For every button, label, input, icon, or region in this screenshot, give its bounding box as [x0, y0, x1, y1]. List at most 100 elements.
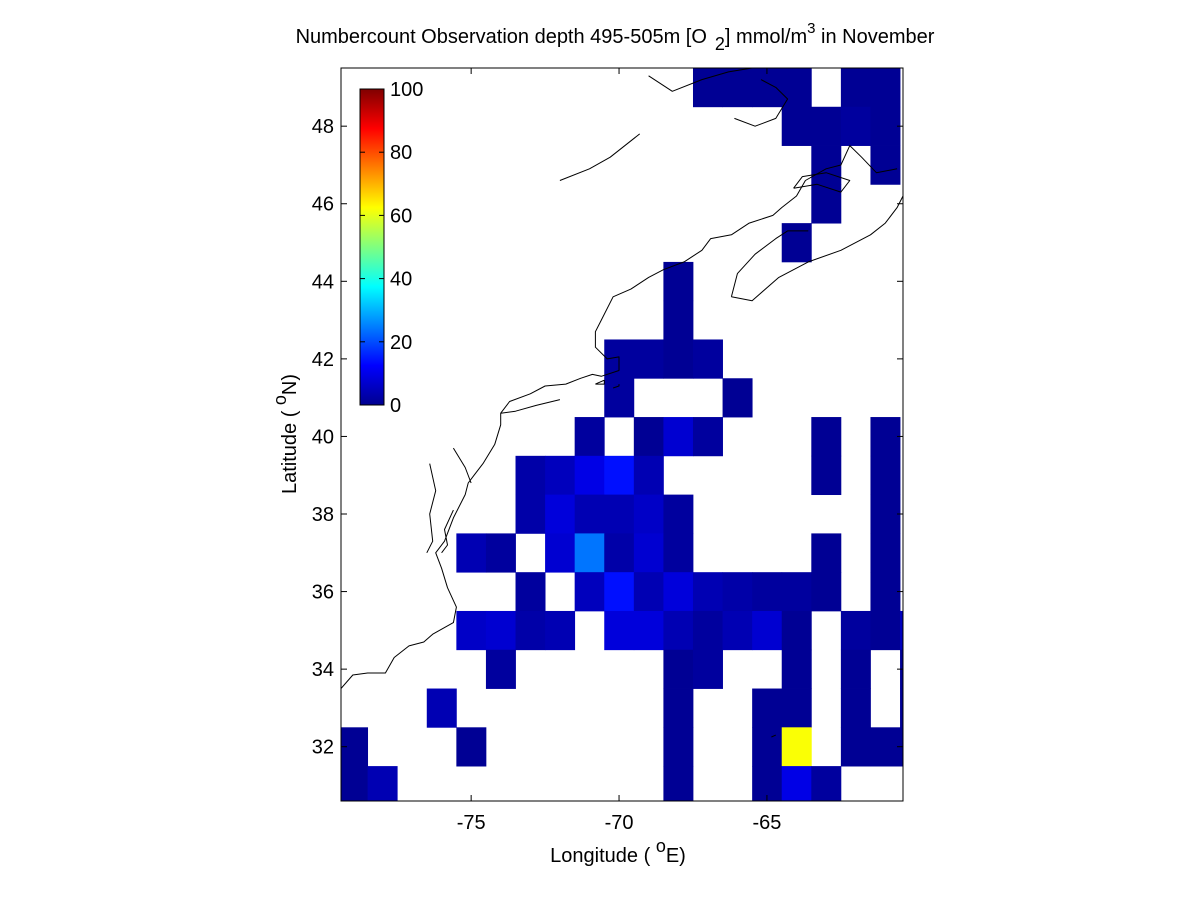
heatmap-cell — [663, 688, 694, 728]
heatmap-cell — [545, 494, 576, 534]
heatmap-cell — [515, 494, 546, 534]
heatmap-cell — [663, 261, 694, 302]
heatmap-cell — [485, 649, 516, 689]
heatmap-cell — [811, 572, 842, 612]
colorbar-tick-label: 80 — [390, 142, 412, 164]
heatmap-cell — [781, 572, 812, 612]
heatmap-cell — [574, 533, 605, 573]
heatmap-cell — [663, 533, 694, 573]
heatmap-cell — [515, 572, 546, 612]
heatmap-cell — [604, 610, 635, 651]
heatmap-cell — [456, 610, 487, 651]
heatmap-cell — [781, 688, 812, 728]
heatmap-cell — [781, 223, 812, 263]
heatmap-cell — [900, 688, 903, 728]
heatmap-cell — [811, 455, 842, 496]
coastline — [426, 463, 437, 554]
heatmap-cell — [663, 339, 694, 379]
heatmap-cell — [870, 417, 901, 457]
heatmap-cell — [663, 417, 694, 457]
coastline — [734, 79, 789, 127]
heatmap-cell — [663, 649, 694, 689]
heatmap-cell — [870, 68, 901, 108]
heatmap-cells — [341, 68, 930, 844]
heatmap-cell — [870, 494, 901, 534]
heatmap-cell — [900, 805, 930, 844]
heatmap-cell — [341, 766, 369, 801]
heatmap-cell — [811, 766, 842, 801]
coastline — [731, 195, 903, 302]
heatmap-cell — [722, 378, 753, 418]
heatmap-cell — [870, 610, 901, 651]
heatmap-cell — [811, 145, 842, 185]
heatmap-cell — [663, 805, 693, 844]
y-tick-label: 48 — [312, 116, 334, 138]
colorbar: 0 20 40 60 80 100 — [359, 79, 423, 417]
heatmap-cell — [781, 727, 812, 767]
heatmap-cell — [663, 766, 694, 801]
heatmap-cell — [840, 106, 871, 146]
colorbar-tick-label: 0 — [390, 395, 401, 417]
y-tick-label: 36 — [312, 582, 334, 604]
heatmap-cell — [781, 766, 812, 801]
heatmap-cell — [692, 68, 723, 108]
heatmap-cell — [633, 572, 664, 612]
heatmap-cell — [574, 494, 605, 534]
y-tick-label: 44 — [312, 271, 334, 293]
plot-frame — [340, 67, 904, 802]
heatmap-cell — [633, 417, 664, 457]
colorbar-tick-label: 20 — [390, 332, 412, 354]
coastline — [559, 133, 641, 181]
colorbar-ticks: 0 20 40 60 80 100 — [360, 79, 423, 417]
heatmap-cell — [723, 805, 753, 844]
heatmap-cell — [811, 417, 842, 457]
heatmap-cell — [663, 300, 694, 340]
heatmap-cell — [870, 572, 901, 612]
y-axis-ticks: 32 34 36 38 40 42 44 46 48 — [312, 116, 903, 759]
heatmap-cell — [781, 610, 812, 651]
colorbar-gradient — [359, 88, 385, 406]
plot-area: -75 -70 -65 32 34 36 38 40 42 44 46 48 — [312, 67, 930, 844]
heatmap-cell — [604, 494, 635, 534]
heatmap-cell — [870, 106, 901, 146]
coastline — [793, 172, 851, 193]
heatmap-cell — [633, 494, 664, 534]
coastline — [612, 384, 620, 389]
heatmap-cell — [900, 649, 903, 689]
heatmap-cell — [781, 106, 812, 146]
coastline — [341, 145, 898, 689]
heatmap-cell — [693, 805, 723, 844]
colorbar-tick-label: 40 — [390, 269, 412, 291]
y-tick-label: 34 — [312, 659, 334, 681]
heatmap-cell — [456, 727, 487, 767]
heatmap-cell — [692, 339, 723, 379]
y-tick-label: 38 — [312, 504, 334, 526]
heatmap-cell — [545, 533, 576, 573]
heatmap-cell — [663, 610, 694, 651]
heatmap-cell — [752, 727, 783, 767]
heatmap-cell — [722, 610, 753, 651]
heatmap-cell — [368, 805, 398, 844]
coastline — [730, 230, 809, 297]
heatmap-cell — [604, 533, 635, 573]
colorbar-tick-label: 60 — [390, 205, 412, 227]
heatmap-cell — [663, 572, 694, 612]
heatmap-cell — [545, 455, 576, 496]
heatmap-cell — [752, 68, 783, 108]
coastline — [648, 68, 753, 92]
heatmap-cell — [574, 572, 605, 612]
heatmap-cell — [870, 455, 901, 496]
heatmap-cell — [722, 68, 753, 108]
heatmap-cell — [840, 68, 871, 108]
heatmap-cell — [604, 572, 635, 612]
heatmap-cell — [692, 649, 723, 689]
y-tick-label: 42 — [312, 349, 334, 371]
x-axis-ticks: -75 -70 -65 — [457, 68, 781, 834]
heatmap-cell — [870, 727, 901, 767]
heatmap-cell — [574, 455, 605, 496]
heatmap-cell — [692, 572, 723, 612]
y-axis-label: Latitude ( oN) — [270, 374, 301, 494]
heatmap-cell — [485, 610, 516, 651]
coastline — [771, 734, 776, 738]
heatmap-cell — [456, 533, 487, 573]
